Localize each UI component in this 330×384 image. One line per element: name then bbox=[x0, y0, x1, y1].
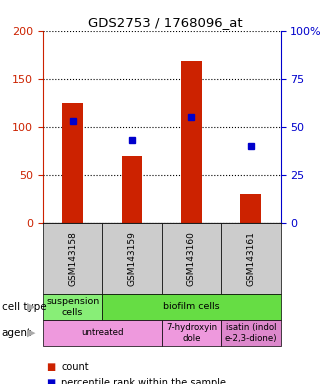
Text: cell type: cell type bbox=[2, 302, 46, 312]
Text: biofilm cells: biofilm cells bbox=[163, 302, 220, 311]
Text: GSM143158: GSM143158 bbox=[68, 231, 77, 286]
Text: GSM143159: GSM143159 bbox=[127, 231, 137, 286]
Text: isatin (indol
e-2,3-dione): isatin (indol e-2,3-dione) bbox=[224, 323, 277, 343]
Text: ▶: ▶ bbox=[27, 302, 36, 312]
Bar bbox=[240, 194, 261, 223]
Text: untreated: untreated bbox=[81, 328, 123, 338]
Text: GSM143161: GSM143161 bbox=[246, 231, 255, 286]
Text: GSM143160: GSM143160 bbox=[187, 231, 196, 286]
Bar bbox=[181, 61, 202, 223]
Text: agent: agent bbox=[2, 328, 32, 338]
Text: percentile rank within the sample: percentile rank within the sample bbox=[61, 378, 226, 384]
Text: ▶: ▶ bbox=[27, 328, 36, 338]
Text: ■: ■ bbox=[46, 362, 55, 372]
Text: count: count bbox=[61, 362, 89, 372]
Bar bbox=[121, 156, 142, 223]
Bar bbox=[62, 103, 83, 223]
Text: suspension
cells: suspension cells bbox=[46, 297, 99, 316]
Text: ■: ■ bbox=[46, 378, 55, 384]
Text: 7-hydroxyin
dole: 7-hydroxyin dole bbox=[166, 323, 217, 343]
Text: GDS2753 / 1768096_at: GDS2753 / 1768096_at bbox=[88, 16, 242, 29]
